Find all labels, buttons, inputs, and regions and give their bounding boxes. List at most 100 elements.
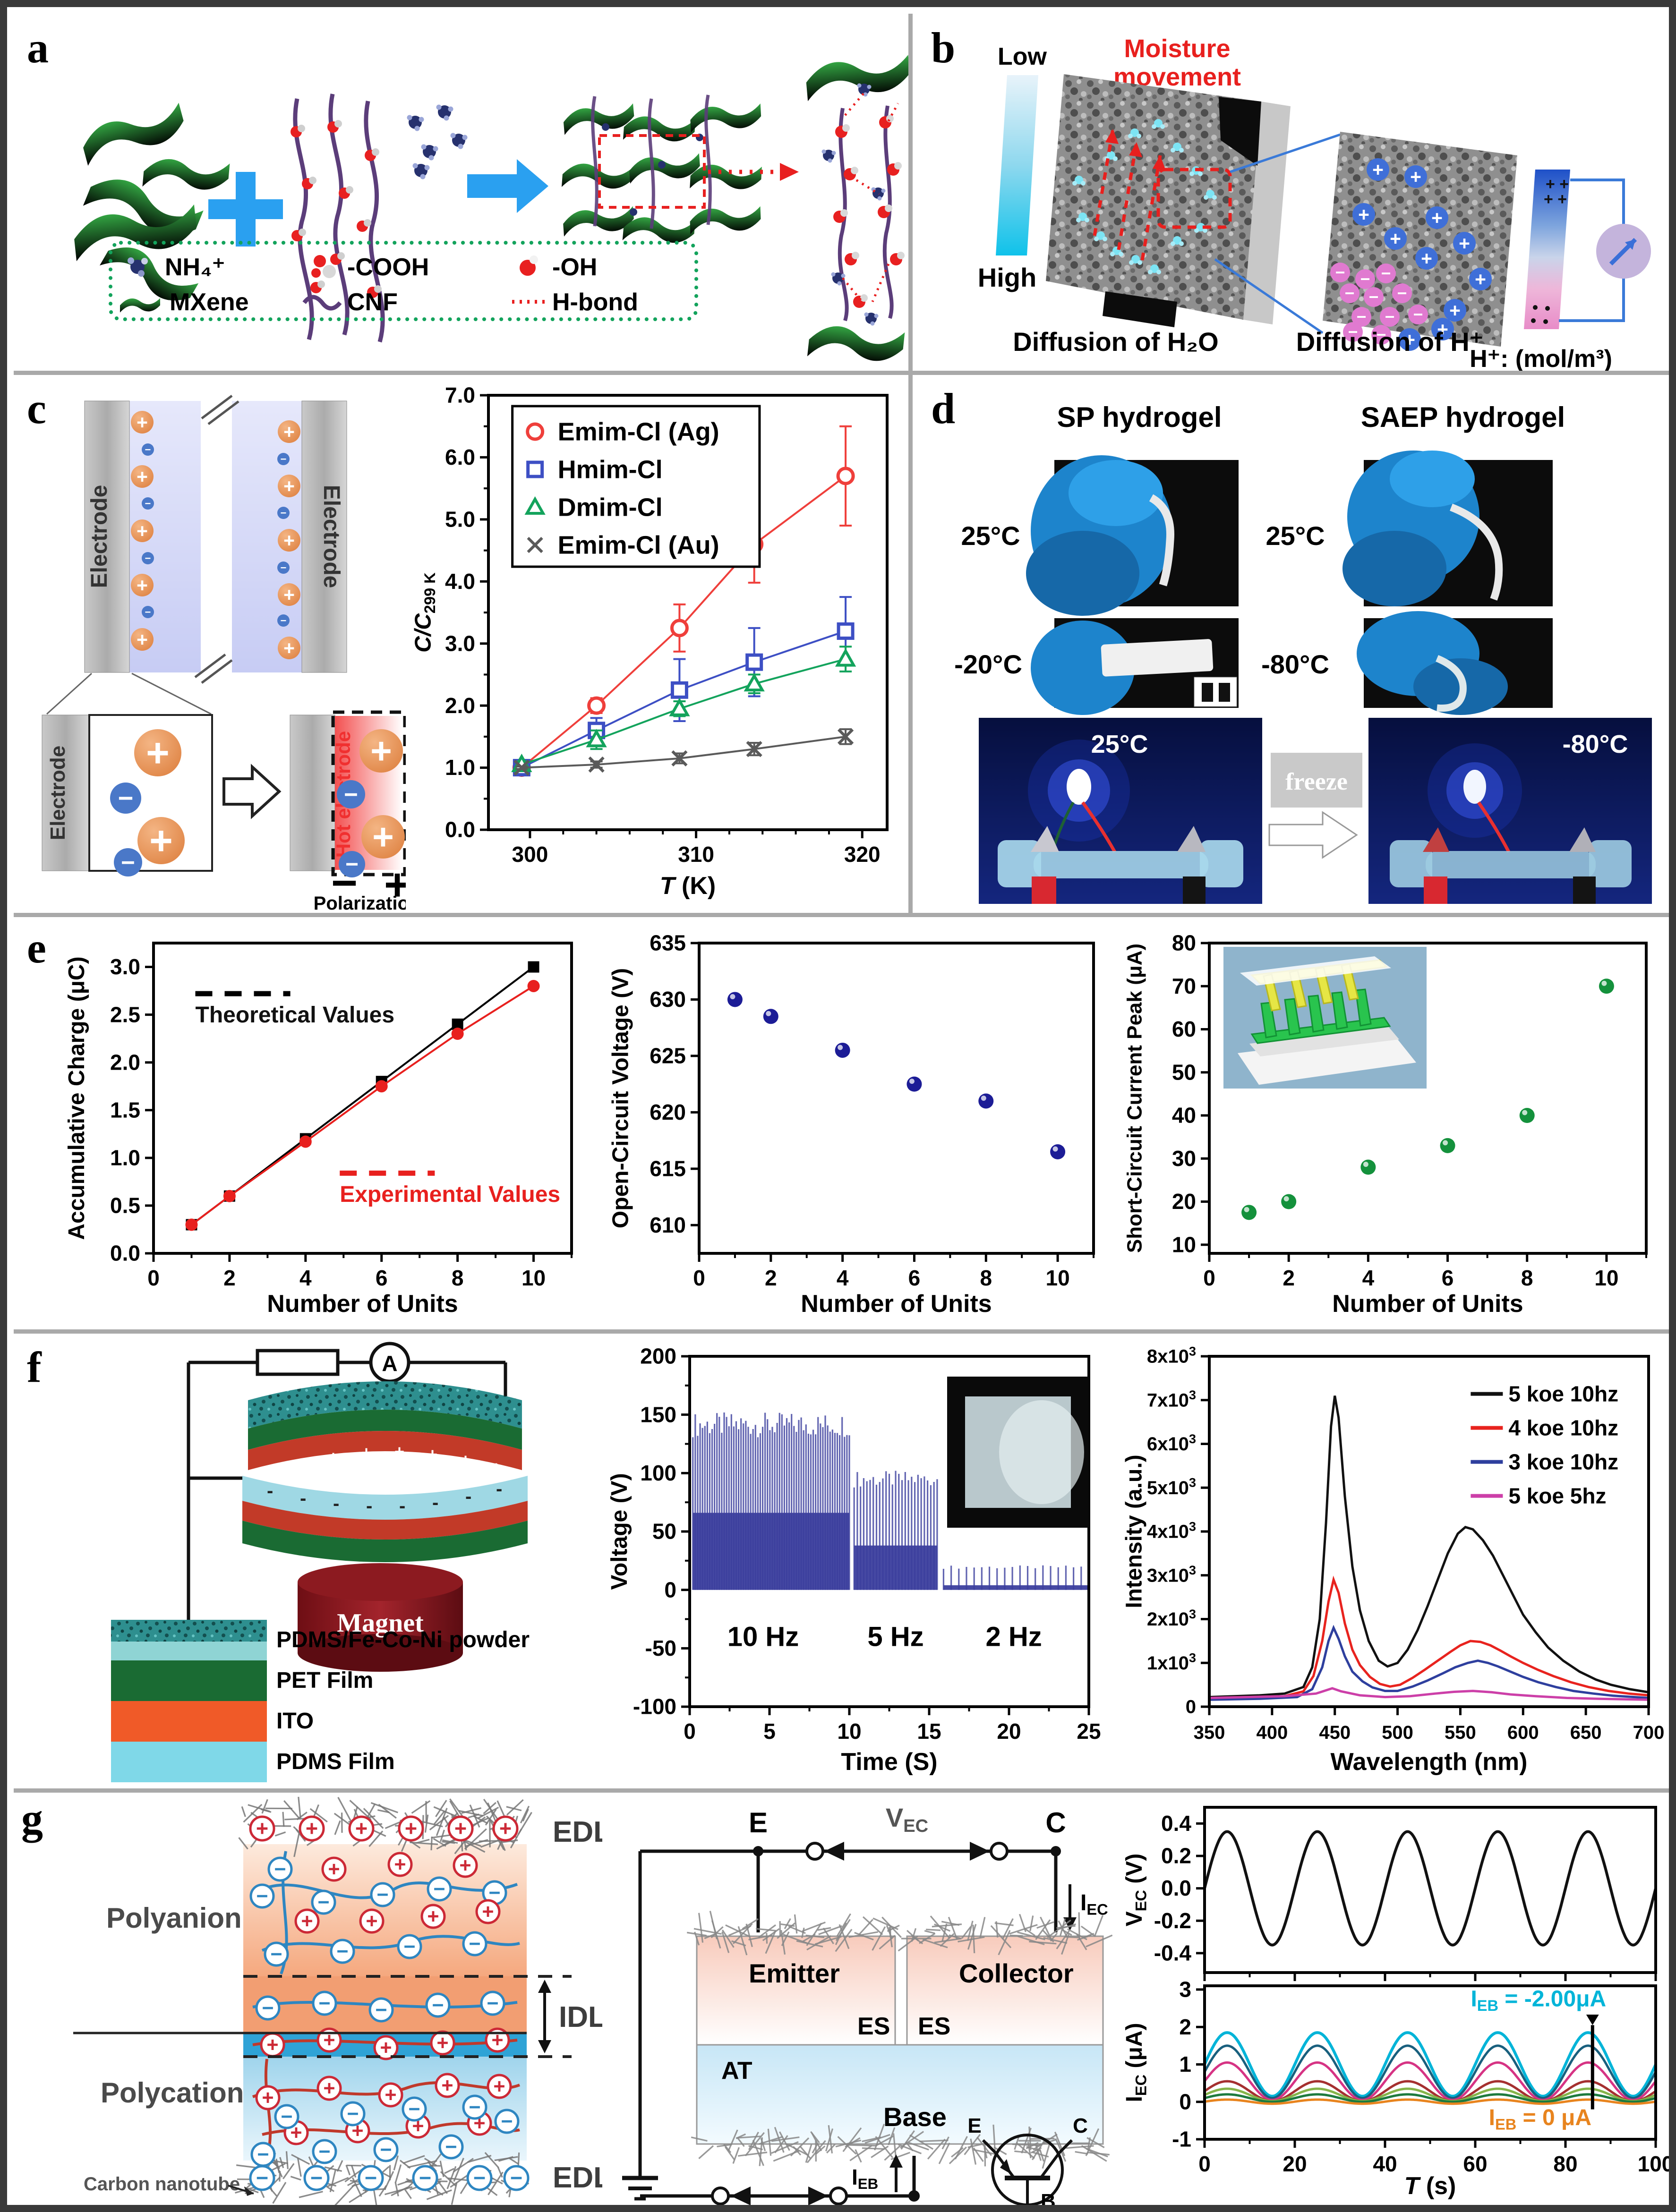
svg-text:+: + bbox=[256, 1816, 268, 1840]
svg-text:10: 10 bbox=[1046, 1266, 1070, 1290]
svg-text:5: 5 bbox=[763, 1719, 776, 1744]
svg-text:-0.4: -0.4 bbox=[1154, 1940, 1192, 1965]
leader-2 bbox=[131, 672, 212, 715]
collector-label: Collector bbox=[959, 1958, 1074, 1988]
svg-text:+: + bbox=[491, 1458, 501, 1477]
svg-text:−: − bbox=[281, 562, 287, 574]
base-box bbox=[696, 2044, 1104, 2145]
svg-text:10 Hz: 10 Hz bbox=[727, 1621, 799, 1652]
stacked-composite bbox=[561, 94, 799, 247]
svg-text:+: + bbox=[262, 2086, 274, 2109]
edl-top-label: EDL bbox=[553, 1816, 602, 1848]
svg-text:8x103: 8x103 bbox=[1147, 1344, 1196, 1367]
column-sp-header: SP hydrogel bbox=[1057, 401, 1222, 433]
svg-text:+: + bbox=[266, 2033, 278, 2056]
terminal-3 bbox=[711, 2186, 730, 2205]
svg-text:620: 620 bbox=[650, 1100, 686, 1124]
cnf-chain-icon bbox=[302, 295, 342, 311]
svg-text:−: − bbox=[419, 2166, 431, 2190]
chart-iec-waveform: IEB = -2.00μA IEB = 0 μA 0 20 40 60 80 100 -1 0 1 2… bbox=[1122, 1981, 1672, 2200]
svg-text:650: 650 bbox=[1570, 1722, 1602, 1743]
svg-text:4 koe 10hz: 4 koe 10hz bbox=[1508, 1415, 1618, 1440]
iec-arrowhead bbox=[1063, 1917, 1077, 1931]
separator-col-ab bbox=[908, 14, 913, 371]
node-c-dot bbox=[1051, 1846, 1061, 1856]
moisture-label-1: Moisture bbox=[1124, 34, 1230, 63]
svg-text:20: 20 bbox=[1283, 2152, 1307, 2176]
svg-text:5.0: 5.0 bbox=[445, 507, 475, 531]
svg-text:610: 610 bbox=[650, 1213, 686, 1237]
caption-h2o: Diffusion of H₂O bbox=[1013, 327, 1218, 357]
idl-arrowhead-bottom bbox=[538, 2040, 551, 2053]
svg-text:60: 60 bbox=[1172, 1017, 1196, 1041]
legend-label: -COOH bbox=[347, 254, 429, 281]
node-e-dot bbox=[753, 1846, 763, 1856]
svg-text:100: 100 bbox=[640, 1461, 676, 1485]
membrane-corner-dark bbox=[1219, 97, 1261, 166]
svg-text:0: 0 bbox=[693, 1266, 705, 1290]
caption-units: H⁺: (mol/m³) bbox=[1470, 345, 1612, 371]
svg-text:+ +: + + bbox=[1546, 175, 1569, 193]
svg-text:−: − bbox=[1357, 307, 1367, 326]
svg-text:+: + bbox=[283, 475, 295, 497]
svg-text:+: + bbox=[493, 2075, 505, 2098]
svg-text:−: − bbox=[408, 2098, 420, 2120]
freeze-arrow-icon bbox=[1268, 811, 1358, 859]
svg-text:615: 615 bbox=[650, 1156, 686, 1181]
node-b-label: B bbox=[908, 2205, 928, 2210]
svg-text:−: − bbox=[281, 453, 287, 465]
electrode-left bbox=[84, 400, 130, 673]
svg-text:0: 0 bbox=[684, 1719, 696, 1744]
resistor-icon bbox=[256, 1349, 340, 1376]
svg-text:7.0: 7.0 bbox=[445, 383, 475, 408]
circuit-wires bbox=[187, 1361, 507, 1639]
svg-text:+: + bbox=[137, 574, 148, 596]
svg-text:700: 700 bbox=[1633, 1722, 1665, 1743]
plus-icon bbox=[208, 172, 283, 247]
svg-text:100: 100 bbox=[1638, 2152, 1672, 2176]
svg-text:+: + bbox=[1390, 228, 1401, 249]
panel-letter-f: f bbox=[27, 1343, 42, 1391]
svg-text:0: 0 bbox=[664, 1577, 676, 1602]
svg-text:−: − bbox=[376, 1883, 388, 1906]
svg-text:+: + bbox=[1404, 329, 1415, 350]
es-right-label: ES bbox=[918, 2013, 950, 2040]
svg-text:0: 0 bbox=[1198, 2152, 1211, 2176]
cnf-functional-groups bbox=[291, 120, 382, 298]
bar-plus-marks: + ++ + bbox=[1544, 175, 1569, 208]
idl-arrowhead-top bbox=[538, 1980, 551, 1993]
chart-accumulative-charge: Theoretical Values Experimental Values 0 2 4… bbox=[64, 942, 573, 1318]
svg-text:2: 2 bbox=[1283, 1266, 1295, 1290]
svg-text:−: − bbox=[469, 1932, 480, 1955]
svg-text:+: + bbox=[394, 1853, 406, 1876]
svg-text:+: + bbox=[283, 421, 295, 442]
svg-text:4: 4 bbox=[299, 1266, 312, 1290]
svg-text:10: 10 bbox=[1594, 1266, 1618, 1290]
svg-text:IEB = 0 μA: IEB = 0 μA bbox=[1489, 2105, 1591, 2133]
svg-text:-0.2: -0.2 bbox=[1154, 1908, 1191, 1933]
svg-text:10: 10 bbox=[522, 1266, 546, 1290]
cnt-pointer-head bbox=[244, 2186, 254, 2196]
svg-text:-1: -1 bbox=[1172, 2127, 1191, 2152]
svg-text:2.0: 2.0 bbox=[110, 1050, 140, 1074]
magnet-icon: Magnet bbox=[298, 1563, 463, 1672]
break-slashes bbox=[194, 395, 239, 684]
svg-text:4x103: 4x103 bbox=[1147, 1519, 1196, 1542]
chart-emission-spectra: 350 400 450 500 550 600 650 700 0 1x103 2x103 3x103… bbox=[1122, 1344, 1665, 1776]
swatch-pdms bbox=[111, 1742, 267, 1782]
svg-text:625: 625 bbox=[650, 1044, 686, 1068]
transistor-c-label: C bbox=[1073, 2114, 1088, 2137]
svg-text:+: + bbox=[328, 1447, 338, 1467]
svg-text:Emim-Cl (Ag): Emim-Cl (Ag) bbox=[558, 417, 719, 446]
svg-text:Number of Units: Number of Units bbox=[801, 1290, 992, 1318]
svg-text:−: − bbox=[1345, 284, 1355, 303]
svg-text:+: + bbox=[283, 584, 295, 605]
svg-text:+: + bbox=[262, 1463, 272, 1482]
svg-text:−: − bbox=[1397, 284, 1407, 303]
polarization-label: Polarization bbox=[314, 893, 406, 913]
svg-text:−: − bbox=[1381, 264, 1391, 283]
svg-text:+: + bbox=[1421, 247, 1432, 269]
cnt-collector-top bbox=[898, 1912, 1112, 1956]
polyanion-label: Polyanion bbox=[106, 1902, 242, 1934]
polarization-box bbox=[331, 710, 406, 876]
